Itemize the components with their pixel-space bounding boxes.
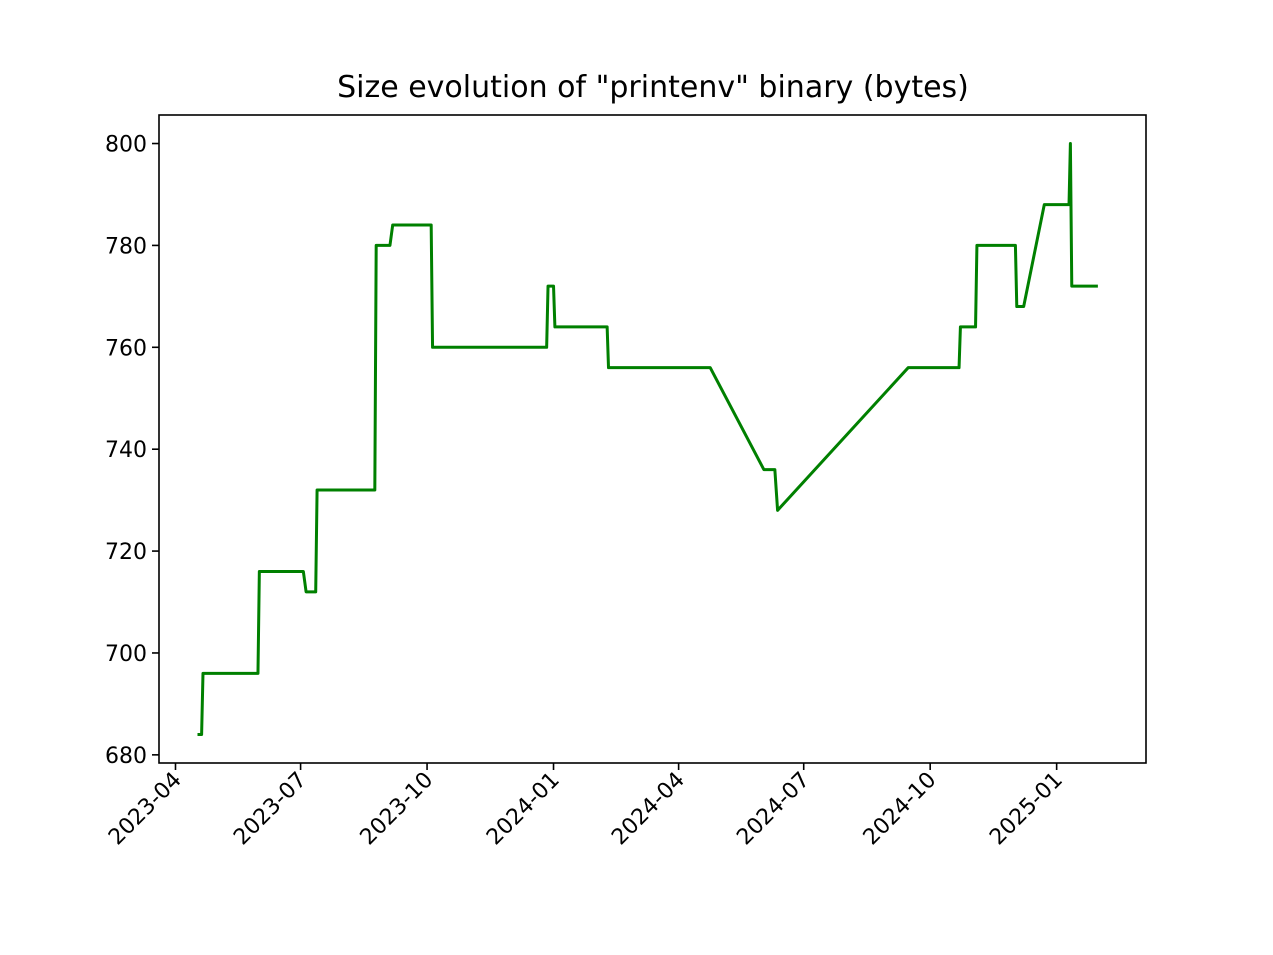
plot-area: 680 700 720 740 760 780 800 2023-04 2023-07 2023-… — [104, 114, 1147, 851]
x-tick-label: 2024-04 — [607, 768, 690, 851]
chart-title: Size evolution of "printenv" binary (byt… — [337, 70, 969, 105]
y-tick-label: 760 — [105, 336, 147, 361]
y-tick-label: 800 — [105, 133, 147, 158]
x-tick-label: 2024-07 — [732, 768, 815, 851]
x-tick-label: 2023-07 — [229, 768, 312, 851]
x-tick-label: 2023-10 — [356, 768, 439, 851]
x-tick-label: 2024-10 — [859, 768, 942, 851]
y-tick-label: 700 — [105, 642, 147, 667]
y-tick-label: 720 — [105, 540, 147, 565]
x-tick-label: 2023-04 — [104, 768, 187, 851]
y-tick-label: 780 — [105, 234, 147, 259]
series-line — [197, 142, 1098, 736]
y-tick-label: 740 — [105, 438, 147, 463]
y-tick-label: 680 — [105, 744, 147, 769]
x-tick-label: 2025-01 — [985, 768, 1068, 851]
x-tick-label: 2024-01 — [482, 768, 565, 851]
axes-frame — [158, 114, 1147, 764]
